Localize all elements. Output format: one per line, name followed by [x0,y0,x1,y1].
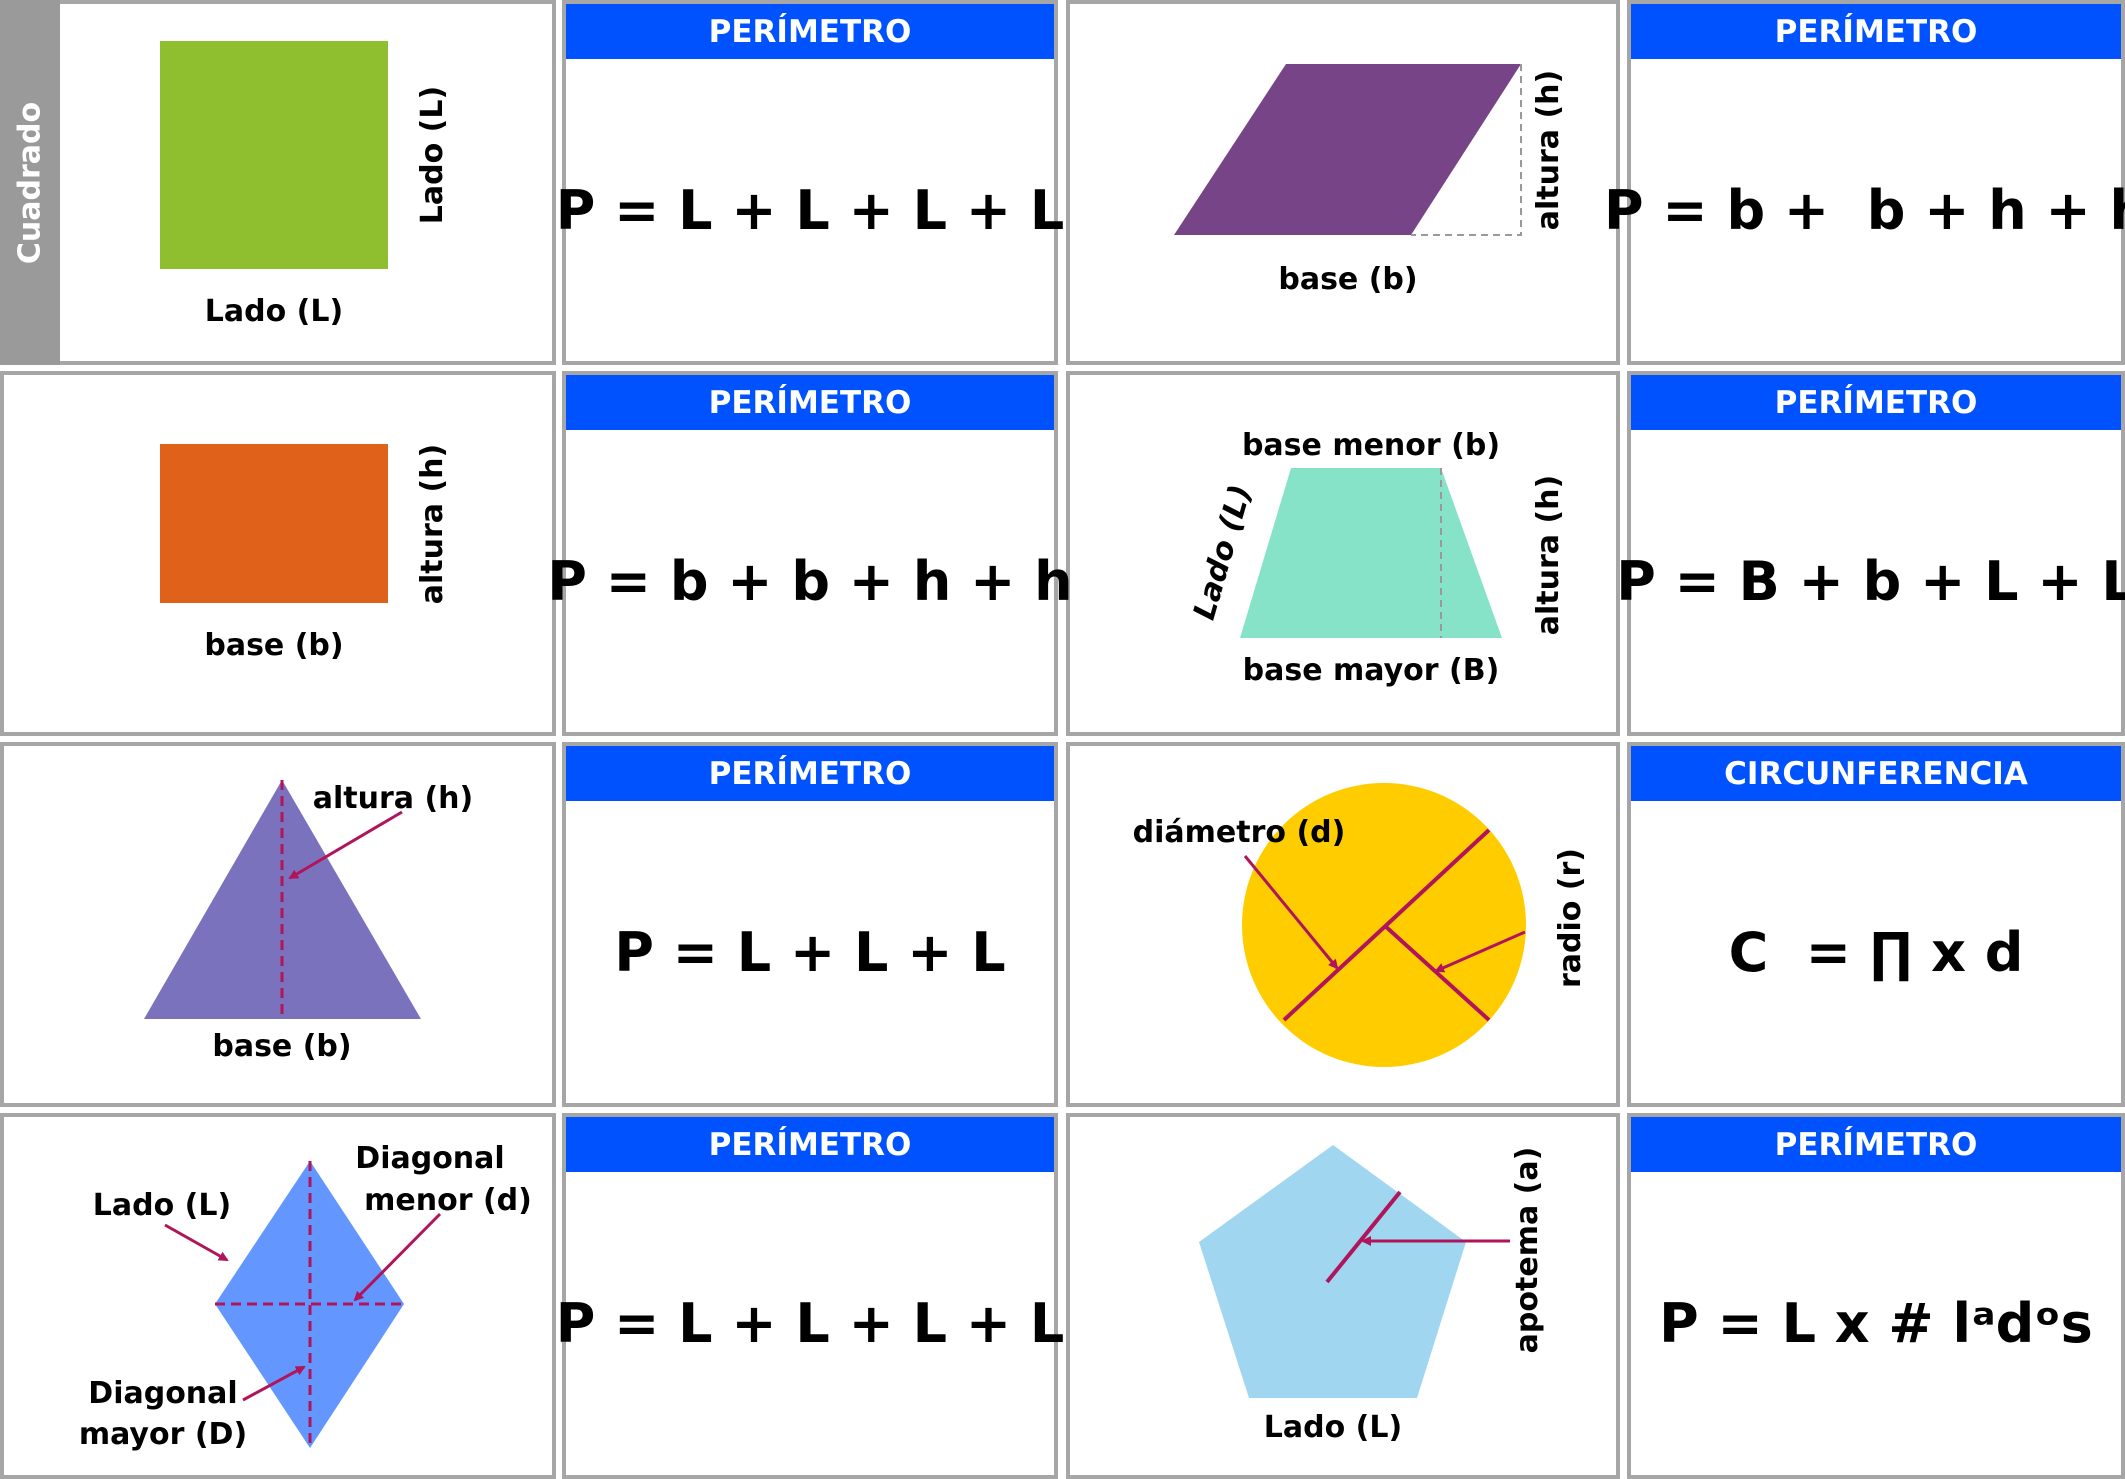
formula-panel-rectangulo [562,371,1058,736]
triangle-height-arrow [288,810,403,880]
radius-label: radio (r) [1553,848,1588,988]
formula-header: PERÍMETRO [1631,375,2121,430]
formula-panel-cuadrado [562,0,1058,365]
major-diagonal-label-line2: mayor (D) [79,1417,247,1452]
shape-name-tab: Cuadrado [0,0,60,365]
rhomboid-height-label: altura (h) [1531,70,1566,231]
formula-header: PERÍMETRO [566,375,1054,430]
trapezoid-side-label: Lado (L) [1187,481,1259,624]
minor-diagonal-label-line2: menor (d) [364,1183,532,1218]
minor-diagonal-arrow [353,1212,442,1302]
trapezoid-height-label: altura (h) [1531,475,1566,636]
formula-panel-romboide [1627,0,2125,365]
formula-panel-pentagono [1627,1113,2125,1479]
circumference-formula: C = ∏ x d [1728,920,2024,984]
rhombus-side-label: Lado (L) [93,1188,231,1223]
trapezoid-bottom-label: base mayor (B) [1243,653,1500,688]
major-diagonal-arrow [242,1365,306,1402]
apothem-label: apotema (a) [1510,1147,1545,1354]
rectangle-height-label: altura (h) [415,444,450,605]
formula-header: PERÍMETRO [566,746,1054,801]
perimeter-formula: P = L x # lᵃdᵒs [1659,1291,2093,1355]
perimeter-formula: P = B + b + L + L [1616,549,2125,613]
perimeter-formula: P = L + L + L + L [555,1291,1065,1355]
formula-header: PERÍMETRO [566,4,1054,59]
pentagon-side-label: Lado (L) [1264,1410,1402,1445]
circle-radius-line [1382,923,1491,1022]
rectangle-shape [160,444,388,603]
perimeter-formula: P = b + b + h + h [1604,178,2125,242]
formula-header: PERÍMETRO [1631,1117,2121,1172]
formula-panel-rombo [562,1113,1058,1479]
diameter-arrow [1243,855,1339,970]
formula-header: PERÍMETRO [566,1117,1054,1172]
formula-header: PERÍMETRO [1631,4,2121,59]
formula-header: CIRCUNFERENCIA [1631,746,2121,801]
rhomboid-base-label: base (b) [1278,262,1417,297]
square-bottom-label: Lado (L) [205,294,343,329]
radius-arrow [1434,930,1526,973]
figure-panel-romboide [1066,0,1620,365]
rectangle-base-label: base (b) [204,628,343,663]
square-shape [160,41,388,269]
rhombus-shape [215,1161,404,1448]
side-arrow [164,1223,229,1262]
minor-diagonal-label-line1: Diagonal [355,1141,504,1176]
formula-panel-circulo [1627,742,2125,1107]
rhomboid-height-dashes [1411,64,1522,236]
trapezoid-shape [1240,468,1502,638]
diameter-label: diámetro (d) [1133,815,1346,850]
triangle-height-label: altura (h) [313,781,474,816]
rhomboid-shape [1174,64,1521,235]
pentagon-shape [1199,1145,1466,1398]
triangle-base-label: base (b) [212,1029,351,1064]
trapezoid-top-label: base menor (b) [1242,428,1500,463]
formula-panel-triangulo [562,742,1058,1107]
square-side-label: Lado (L) [415,86,450,224]
perimeter-formula: P = L + L + L [614,920,1006,984]
formula-panel-trapecio [1627,371,2125,736]
major-diagonal-label-line1: Diagonal [88,1376,237,1411]
